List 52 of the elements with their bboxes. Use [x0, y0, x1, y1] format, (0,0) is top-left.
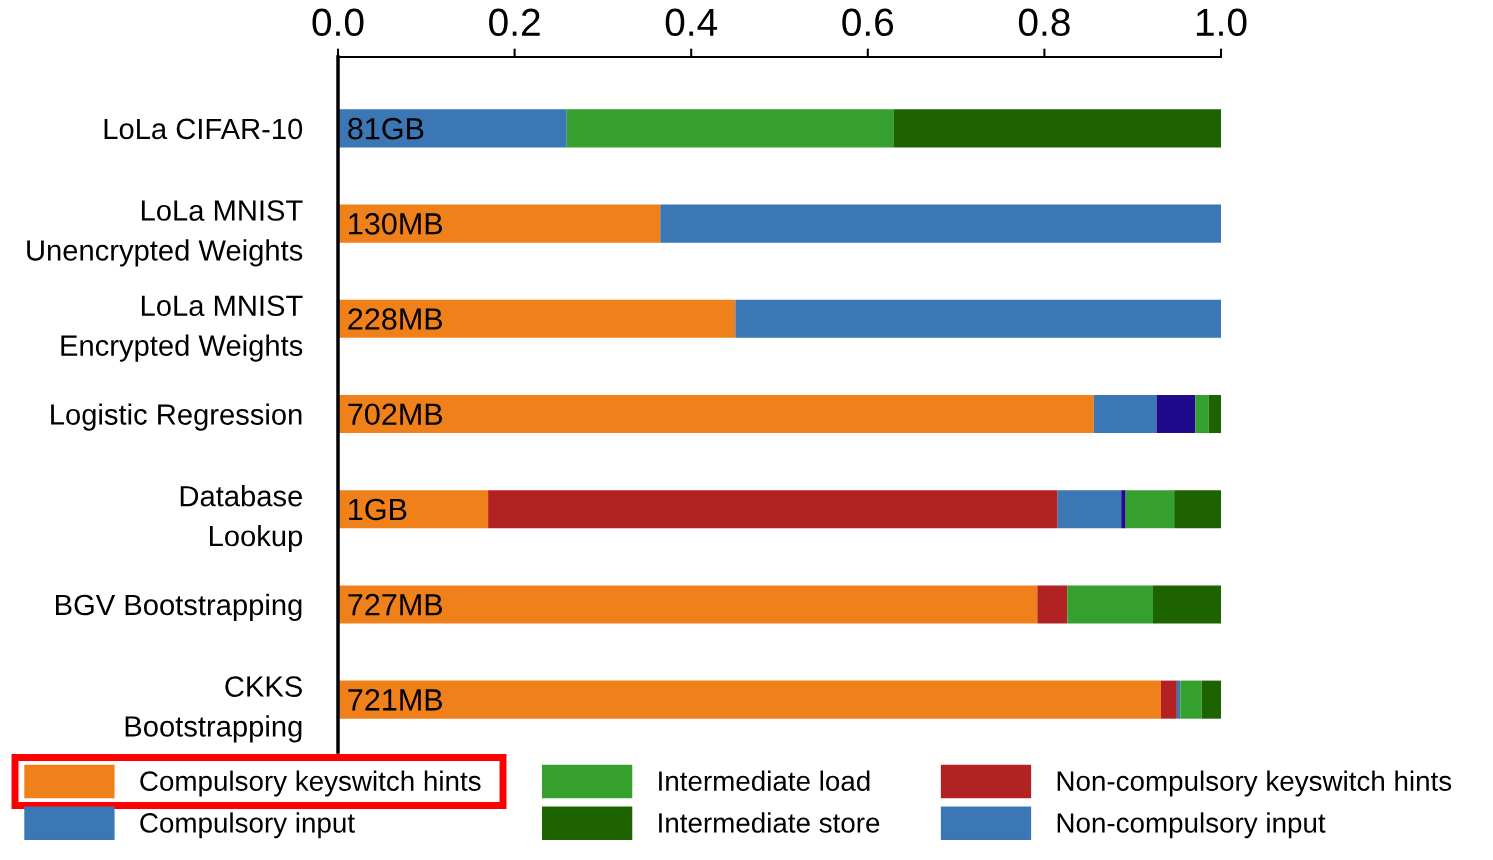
bar — [1125, 490, 1175, 529]
legend-label: Intermediate store — [659, 812, 880, 833]
annotation: 721MB — [348, 689, 443, 711]
bar — [338, 490, 489, 529]
annotation: 702MB — [348, 403, 443, 426]
bar — [1037, 585, 1068, 624]
bar — [1208, 394, 1221, 434]
bar — [1057, 490, 1122, 529]
bar — [1156, 394, 1196, 434]
bar — [1195, 394, 1209, 434]
annotation: 130MB — [349, 213, 443, 235]
x-tick-label: 0.2 — [489, 8, 540, 37]
bar — [893, 109, 1221, 148]
bar — [1121, 490, 1126, 529]
bar — [338, 204, 661, 243]
legend-label: Non-compulsory input — [1057, 812, 1326, 839]
x-tick-label: 1.0 — [1196, 8, 1247, 37]
legend-label: Non-compulsory keyswitch hints — [1057, 770, 1452, 797]
annotation: 228MB — [348, 308, 443, 330]
bar — [1174, 490, 1221, 529]
bar — [1160, 680, 1177, 719]
bar — [1180, 680, 1202, 719]
annotation: 81GB — [348, 117, 424, 140]
legend-label: Compulsory keyswitch hints — [140, 770, 481, 797]
y-tick-label: LoLa MNIST Encrypted Weights — [61, 295, 303, 362]
annotation: 727MB — [348, 593, 443, 616]
y-tick-label: CKKS Bootstrapping — [125, 676, 302, 743]
bar — [1153, 585, 1221, 624]
x-tick-label: 0.8 — [1018, 8, 1070, 37]
bar — [338, 585, 1038, 624]
x-tick-label: 0.6 — [842, 8, 894, 37]
y-tick-label: Database Lookup — [180, 485, 303, 553]
y-tick-label: LoLa MNIST Unencrypted Weights — [27, 200, 303, 267]
bar — [735, 299, 1221, 338]
y-tick-label: LoLa CIFAR-10 — [104, 118, 303, 140]
bar — [566, 109, 894, 148]
x-tick-label: 0.4 — [665, 8, 718, 37]
annotation: 1GB — [349, 498, 407, 521]
bar — [338, 680, 1161, 719]
y-tick-label: Logistic Regression — [51, 403, 302, 431]
bar — [660, 204, 1221, 243]
x-tick-label: 0.0 — [312, 8, 364, 37]
legend-label: Compulsory input — [140, 812, 355, 839]
y-tick-label: BGV Bootstrapping — [56, 593, 302, 622]
legend-label: Intermediate load — [659, 770, 870, 791]
bar — [338, 299, 736, 338]
bar — [1201, 680, 1221, 719]
bar — [1093, 394, 1157, 434]
bar — [1067, 585, 1154, 624]
bar — [338, 109, 567, 148]
bar — [488, 490, 1058, 529]
bar — [338, 394, 1094, 434]
